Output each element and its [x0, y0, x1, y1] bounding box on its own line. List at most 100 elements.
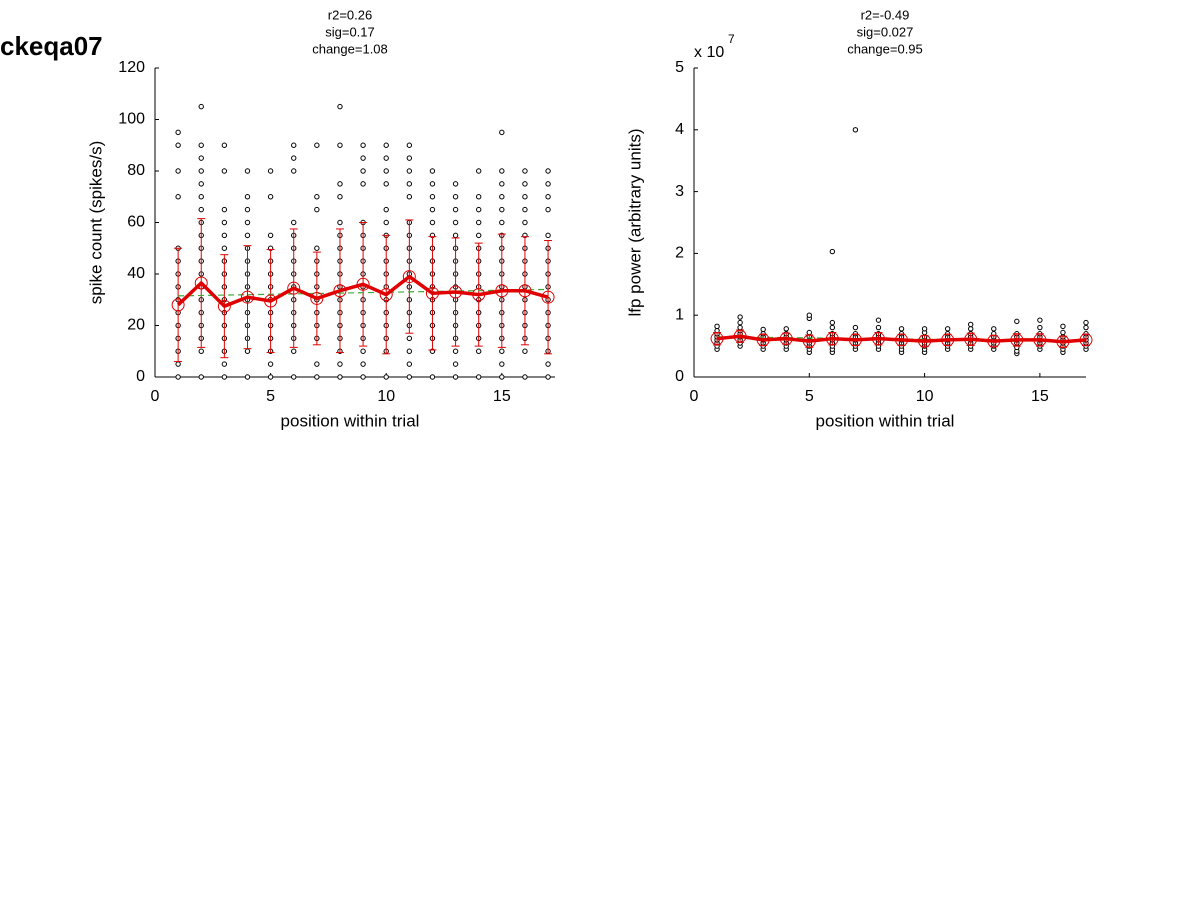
y-tick-label: 0 — [136, 368, 145, 385]
x-tick-label: 0 — [151, 388, 160, 405]
data-point — [499, 168, 505, 174]
data-point — [429, 168, 436, 174]
mean-marker — [987, 334, 1001, 348]
data-point — [429, 181, 436, 187]
data-point — [406, 194, 413, 200]
mean-marker — [825, 332, 839, 346]
mean-marker — [449, 285, 463, 299]
mean-marker — [171, 298, 185, 312]
data-point — [852, 127, 859, 133]
data-point — [499, 194, 505, 200]
mean-marker — [356, 277, 370, 291]
chart-title: r2=-0.49 — [861, 7, 910, 22]
mean-line — [716, 334, 1087, 344]
data-point — [452, 232, 459, 239]
data-point — [221, 374, 228, 380]
mean-line — [176, 274, 549, 308]
data-point — [968, 321, 974, 328]
data-point — [737, 319, 743, 326]
data-point — [921, 326, 928, 332]
y-tick-label: 2 — [675, 245, 684, 262]
chart-title: sig=0.027 — [857, 24, 914, 39]
data-point — [360, 374, 366, 380]
data-point — [198, 181, 204, 187]
data-point — [475, 168, 482, 174]
data-point — [452, 374, 459, 380]
data-point — [360, 168, 366, 174]
fit-line — [178, 288, 549, 297]
y-scale-exponent: 7 — [728, 32, 735, 46]
data-point — [244, 168, 251, 174]
mean-marker — [848, 333, 862, 347]
mean-marker — [194, 276, 208, 290]
y-tick-label: 40 — [127, 265, 145, 282]
y-tick-label: 20 — [127, 317, 145, 334]
chart-title: r2=0.26 — [328, 7, 372, 22]
data-point — [291, 374, 297, 380]
x-tick-label: 10 — [916, 388, 934, 405]
mean-marker — [333, 284, 347, 298]
data-point — [383, 374, 389, 380]
data-point — [175, 129, 181, 136]
data-point — [198, 374, 204, 380]
data-point — [221, 245, 228, 251]
data-point — [221, 142, 228, 148]
data-point — [875, 317, 882, 323]
data-point — [499, 181, 505, 187]
data-point — [314, 194, 320, 200]
data-point — [991, 326, 997, 332]
mean-marker — [541, 290, 555, 304]
data-point — [944, 326, 951, 332]
x-tick-label: 15 — [493, 388, 511, 405]
mean-marker — [240, 290, 254, 304]
data-point — [291, 142, 297, 148]
x-tick-label: 15 — [1031, 388, 1049, 405]
data-point — [267, 194, 274, 200]
mean-marker — [1079, 333, 1093, 347]
mean-marker — [495, 284, 509, 298]
data-point — [337, 361, 343, 367]
data-point — [452, 348, 459, 354]
data-point — [291, 219, 297, 226]
data-point — [875, 324, 882, 331]
data-point — [406, 374, 413, 380]
data-point — [221, 219, 228, 226]
data-point — [314, 374, 320, 380]
data-point — [360, 348, 366, 354]
data-point — [198, 155, 204, 161]
page-title: ckeqa07 — [0, 31, 103, 61]
data-point — [360, 155, 366, 161]
data-point — [829, 324, 836, 331]
data-point — [1060, 329, 1066, 336]
data-point — [545, 232, 551, 239]
data-point — [545, 194, 551, 200]
chart-title: sig=0.17 — [325, 24, 375, 39]
mean-marker — [802, 334, 816, 348]
data-point — [829, 248, 836, 255]
data-point — [221, 232, 228, 239]
data-point — [452, 194, 459, 200]
data-point — [475, 374, 482, 380]
data-point — [406, 155, 413, 161]
data-point — [1083, 324, 1089, 331]
mean-marker — [1010, 333, 1024, 347]
data-point — [737, 324, 743, 331]
mean-marker — [472, 288, 486, 302]
mean-marker — [425, 286, 439, 300]
mean-marker — [918, 334, 932, 348]
data-point — [337, 103, 343, 110]
data-point — [314, 206, 320, 213]
mean-marker — [518, 284, 532, 298]
data-point — [429, 374, 436, 380]
data-point — [244, 206, 251, 213]
data-point — [198, 168, 204, 174]
data-point — [175, 168, 181, 174]
data-point — [1083, 319, 1089, 326]
data-point — [291, 155, 297, 161]
mean-marker — [710, 332, 724, 346]
data-point — [852, 324, 859, 331]
data-point — [337, 181, 343, 187]
data-point — [499, 348, 505, 354]
data-point — [806, 329, 812, 336]
mean-marker — [733, 329, 747, 343]
